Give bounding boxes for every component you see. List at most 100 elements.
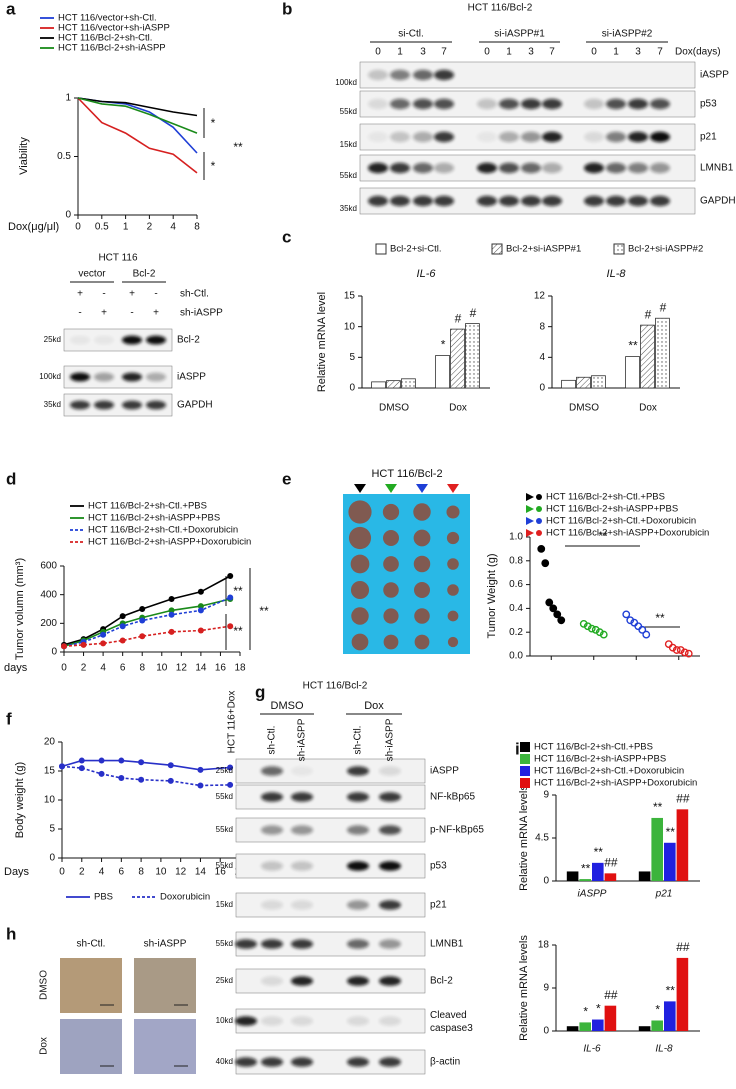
legend-label: HCT 116/Bcl-2+sh-Ctl. — [58, 33, 152, 44]
x-tick-label: 0 — [75, 222, 81, 233]
band-label: p-NF-kBp65 — [430, 825, 484, 836]
band — [584, 162, 604, 174]
band-label: p53 — [430, 861, 447, 872]
point — [139, 633, 146, 640]
group-arrow — [385, 484, 397, 493]
significance: ** — [233, 140, 243, 154]
blot-title: HCT 116/Bcl-2 — [468, 3, 533, 14]
column-label: sh-Ctl. — [77, 939, 106, 950]
band-label: NF-kBp65 — [430, 792, 475, 803]
band — [542, 131, 562, 143]
significance: ** — [233, 624, 243, 638]
band — [379, 1016, 401, 1026]
band — [628, 131, 648, 143]
x-tick-label: 6 — [119, 867, 125, 878]
lane-label: 0 — [375, 47, 381, 58]
lane-label: 3 — [528, 47, 534, 58]
x-tick-label: 16 — [215, 663, 227, 674]
band-label: Bcl-2 — [177, 335, 200, 346]
band — [347, 766, 369, 776]
mw-marker: 55kd — [216, 792, 233, 801]
tumor — [447, 610, 459, 622]
bar — [664, 1001, 676, 1031]
blot-title: HCT 116 — [98, 253, 138, 264]
bar-mark: ** — [628, 339, 638, 353]
band — [146, 400, 166, 410]
point — [78, 757, 85, 764]
panel-letter: i — [515, 739, 520, 758]
band — [542, 195, 562, 207]
legend-label: HCT 116/vector+sh-iASPP — [58, 23, 170, 34]
tumor — [382, 503, 400, 521]
band — [368, 131, 388, 143]
bar — [386, 380, 401, 389]
point — [684, 649, 693, 658]
point — [642, 630, 651, 639]
y-tick-label: 0 — [539, 383, 545, 394]
band — [650, 162, 670, 174]
blot-strip — [63, 393, 173, 417]
condition-sign: + — [129, 289, 135, 300]
band — [379, 766, 401, 776]
x-tick-label: 8 — [194, 222, 200, 233]
y-tick-label: 9 — [543, 790, 549, 801]
series-line — [77, 97, 198, 174]
y-tick-label: 0 — [51, 647, 57, 658]
x-tick-label: 4 — [99, 867, 105, 878]
bar-mark: ## — [604, 856, 618, 870]
bar — [651, 817, 663, 881]
tumor — [413, 503, 431, 521]
band — [261, 900, 283, 910]
band — [521, 162, 541, 174]
point — [622, 610, 631, 619]
lane-label: 0 — [484, 47, 490, 58]
condition-sign: - — [78, 308, 81, 319]
condition-sign: - — [130, 308, 133, 319]
lane-label: sh-Ctl. — [267, 726, 278, 755]
y-tick-label: 15 — [44, 766, 56, 777]
mw-marker: 100kd — [39, 372, 61, 381]
legend-swatch — [526, 505, 534, 513]
condition-sign: + — [153, 308, 159, 319]
x-tick-label: DMSO — [379, 403, 409, 414]
band — [606, 162, 626, 174]
band — [390, 69, 410, 81]
tumor — [414, 608, 430, 624]
legend-label: HCT 116/Bcl-2+sh-iASPP+Doxorubicin — [88, 537, 251, 548]
point — [227, 781, 234, 788]
band-label: LMNB1 — [700, 163, 734, 174]
brackets — [203, 108, 680, 650]
band — [347, 900, 369, 910]
bar — [401, 378, 416, 389]
y-tick-label: 4 — [539, 352, 545, 363]
tumor — [447, 584, 459, 596]
bar — [655, 317, 670, 389]
point — [557, 616, 566, 625]
y-tick-label: 5 — [49, 824, 55, 835]
band — [261, 766, 283, 776]
condition-sign: - — [102, 289, 105, 300]
tumor — [348, 526, 372, 550]
lane-label: sh-iASPP — [297, 718, 308, 761]
legend-label: HCT 116/Bcl-2+sh-Ctl.+PBS — [534, 742, 653, 753]
band — [368, 195, 388, 207]
y-axis-title: Body weight (g) — [14, 762, 26, 838]
point — [541, 559, 550, 568]
group-arrow — [354, 484, 366, 493]
legend-swatch — [520, 766, 530, 776]
point — [119, 637, 126, 644]
band — [521, 98, 541, 110]
x-tick-label: IL-8 — [655, 1044, 673, 1055]
point — [100, 640, 107, 647]
x-tick-label: IL-6 — [583, 1044, 601, 1055]
bar-mark: * — [441, 338, 446, 352]
bar-mark: ## — [604, 988, 618, 1002]
point — [59, 763, 65, 770]
legend-swatch — [520, 754, 530, 764]
legend-label: HCT 116/Bcl-2+sh-iASPP+Doxorubicin — [546, 528, 709, 539]
point — [197, 607, 204, 614]
band — [146, 372, 166, 382]
band — [368, 98, 388, 110]
y-tick-label: 0 — [543, 876, 549, 887]
